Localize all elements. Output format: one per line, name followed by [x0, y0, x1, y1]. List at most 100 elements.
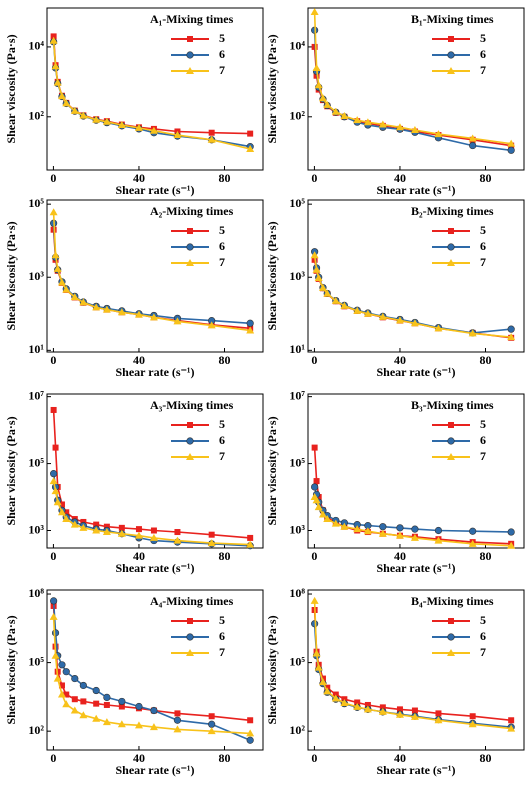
x-axis-label: Shear rate (s⁻¹) — [115, 183, 194, 197]
marker — [63, 509, 70, 516]
marker — [312, 63, 321, 71]
marker — [118, 697, 126, 706]
y-tick-label: 10⁵ — [289, 455, 305, 469]
plot-frame — [46, 7, 264, 171]
plot-frame — [46, 393, 264, 549]
marker — [79, 681, 87, 690]
marker — [70, 520, 79, 528]
marker — [208, 720, 216, 728]
x-tick-label: 0 — [50, 353, 56, 367]
marker — [79, 711, 88, 719]
marker — [447, 437, 455, 445]
y-tick-label: 10⁸ — [289, 586, 305, 600]
marker — [62, 99, 71, 107]
marker — [447, 67, 455, 74]
marker — [411, 525, 419, 533]
marker — [49, 36, 58, 44]
marker — [447, 453, 455, 460]
x-tick-label: 40 — [133, 751, 145, 765]
x-tick-label: 80 — [480, 171, 492, 185]
legend-label: 7 — [480, 255, 486, 269]
marker — [410, 125, 419, 133]
marker — [353, 306, 362, 314]
marker — [92, 115, 101, 123]
marker — [507, 333, 516, 341]
marker — [395, 123, 404, 131]
marker — [103, 701, 110, 708]
marker — [58, 661, 66, 669]
x-axis-label: Shear rate (s⁻¹) — [115, 561, 194, 575]
marker — [149, 126, 158, 134]
legend-label: 6 — [480, 629, 486, 643]
marker — [149, 723, 158, 731]
marker — [410, 533, 419, 541]
marker — [103, 523, 110, 530]
x-tick-label: 0 — [50, 549, 56, 563]
y-tick-label: 10⁷ — [289, 388, 305, 402]
marker — [410, 712, 419, 720]
marker — [340, 301, 349, 309]
marker — [363, 705, 372, 713]
y-tick-label: 10⁵ — [289, 654, 305, 668]
x-axis-label: Shear rate (s⁻¹) — [376, 561, 455, 575]
marker — [363, 527, 372, 535]
y-tick-label: 10⁵ — [289, 196, 305, 210]
marker — [246, 736, 254, 744]
marker — [508, 717, 515, 724]
marker — [434, 130, 443, 138]
panel-title: A₂-Mixing times — [150, 204, 234, 218]
marker — [331, 107, 340, 115]
marker — [62, 515, 71, 523]
marker — [134, 531, 143, 539]
marker — [49, 208, 58, 216]
y-tick-label: 10⁷ — [28, 388, 44, 402]
marker — [135, 526, 142, 533]
marker — [57, 508, 66, 516]
legend-label: 5 — [219, 223, 225, 237]
marker — [70, 706, 79, 714]
marker — [187, 228, 193, 234]
marker — [186, 437, 194, 445]
marker — [186, 243, 194, 251]
x-tick-label: 80 — [480, 353, 492, 367]
panel-title: B₃-Mixing times — [411, 398, 494, 412]
marker — [79, 111, 88, 119]
legend-label: 7 — [219, 255, 225, 269]
x-tick-label: 40 — [133, 549, 145, 563]
marker — [135, 702, 143, 711]
plot-frame — [307, 589, 525, 751]
y-axis-label: Shear viscosity (Pa·s) — [4, 416, 18, 525]
panel-title: B₂-Mixing times — [411, 204, 494, 218]
marker — [149, 313, 158, 321]
y-tick-label: 10² — [28, 723, 44, 737]
marker — [314, 274, 323, 282]
marker — [50, 470, 58, 478]
marker — [340, 522, 349, 530]
legend-label: 7 — [219, 645, 225, 659]
marker — [363, 118, 372, 126]
legend-label: 6 — [219, 629, 225, 643]
marker — [173, 725, 182, 733]
marker — [57, 92, 66, 100]
marker — [448, 618, 454, 624]
marker — [58, 501, 65, 508]
marker — [134, 310, 143, 318]
marker — [468, 329, 477, 337]
x-tick-label: 40 — [394, 549, 406, 563]
marker — [314, 663, 323, 671]
legend-label: 5 — [480, 613, 486, 627]
marker — [507, 724, 516, 732]
marker — [318, 94, 327, 102]
marker — [51, 651, 60, 659]
x-axis-label: Shear rate (s⁻¹) — [115, 763, 194, 777]
marker — [246, 144, 255, 152]
marker — [448, 36, 454, 42]
marker — [93, 521, 100, 528]
marker — [379, 704, 386, 711]
marker — [353, 116, 362, 124]
marker — [53, 498, 62, 506]
marker — [507, 139, 516, 147]
marker — [51, 62, 60, 70]
y-tick-label: 10³ — [28, 522, 44, 536]
